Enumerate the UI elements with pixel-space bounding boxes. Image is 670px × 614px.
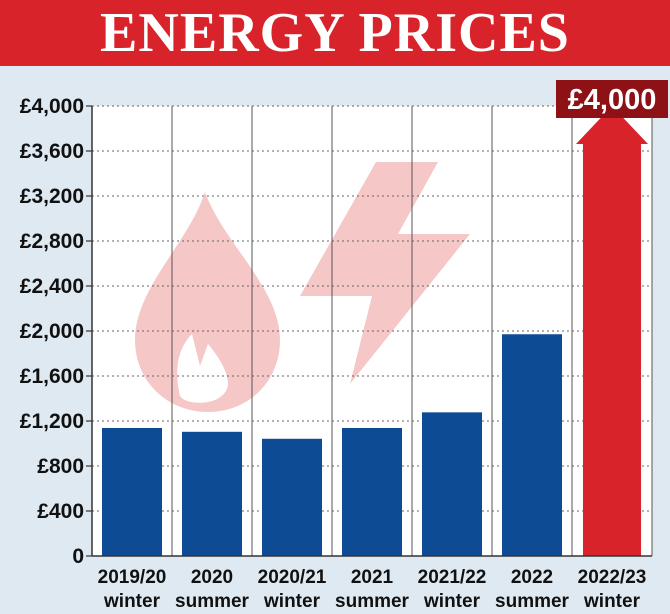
y-tick-label: £4,000 — [20, 95, 84, 118]
x-tick-label: 2020/21 — [258, 567, 327, 588]
y-tick-label: £400 — [37, 500, 84, 523]
bar — [502, 334, 562, 556]
watermark-icons — [135, 162, 470, 412]
x-tick-label: 2022/23 — [578, 567, 647, 588]
x-tick-label: 2019/20 — [98, 567, 167, 588]
y-tick-label: 0 — [72, 545, 84, 568]
x-tick-label: summer — [335, 591, 410, 612]
y-tick-label: £800 — [37, 455, 84, 478]
y-tick-label: £1,600 — [20, 365, 84, 388]
y-tick-label: £2,400 — [20, 275, 84, 298]
x-tick-label: winter — [583, 591, 641, 612]
highlight-callout: £4,000 — [556, 80, 668, 118]
chart-title: ENERGY PRICES — [100, 2, 570, 64]
bar — [262, 438, 322, 556]
y-tick-label: £3,200 — [20, 185, 84, 208]
bar — [342, 427, 402, 556]
x-tick-label: 2021 — [351, 567, 394, 588]
x-tick-label: winter — [263, 591, 321, 612]
bar-chart: 0 £400 £800 £1,200 £1,600 £2,000 £2,400 £2,800 £… — [20, 80, 668, 612]
callout-box — [556, 80, 668, 118]
y-tick-label: £1,200 — [20, 410, 84, 433]
bars — [102, 106, 648, 556]
x-tick-label: summer — [175, 591, 250, 612]
lightning-bolt-icon — [300, 162, 470, 384]
title-bar: ENERGY PRICES — [0, 0, 670, 66]
bar — [182, 431, 242, 556]
bar — [422, 412, 482, 556]
x-tick-label: 2022 — [511, 567, 553, 588]
bar-highlight-arrow — [576, 106, 648, 556]
y-tick-label: £2,800 — [20, 230, 84, 253]
y-tick-label: £3,600 — [20, 140, 84, 163]
x-tick-label: 2021/22 — [418, 567, 487, 588]
x-tick-label: winter — [423, 591, 481, 612]
gas-flame-icon — [135, 192, 280, 412]
y-tick-label: £2,000 — [20, 320, 84, 343]
x-tick-label: 2020 — [191, 567, 233, 588]
bar — [102, 427, 162, 556]
x-axis: 2019/20 winter 2020 summer 2020/21 winter 2021… — [98, 567, 647, 612]
x-tick-label: winter — [103, 591, 161, 612]
x-tick-label: summer — [495, 591, 570, 612]
callout-label: £4,000 — [568, 84, 657, 116]
y-axis: 0 £400 £800 £1,200 £1,600 £2,000 £2,400 £2,800 £… — [20, 95, 652, 568]
